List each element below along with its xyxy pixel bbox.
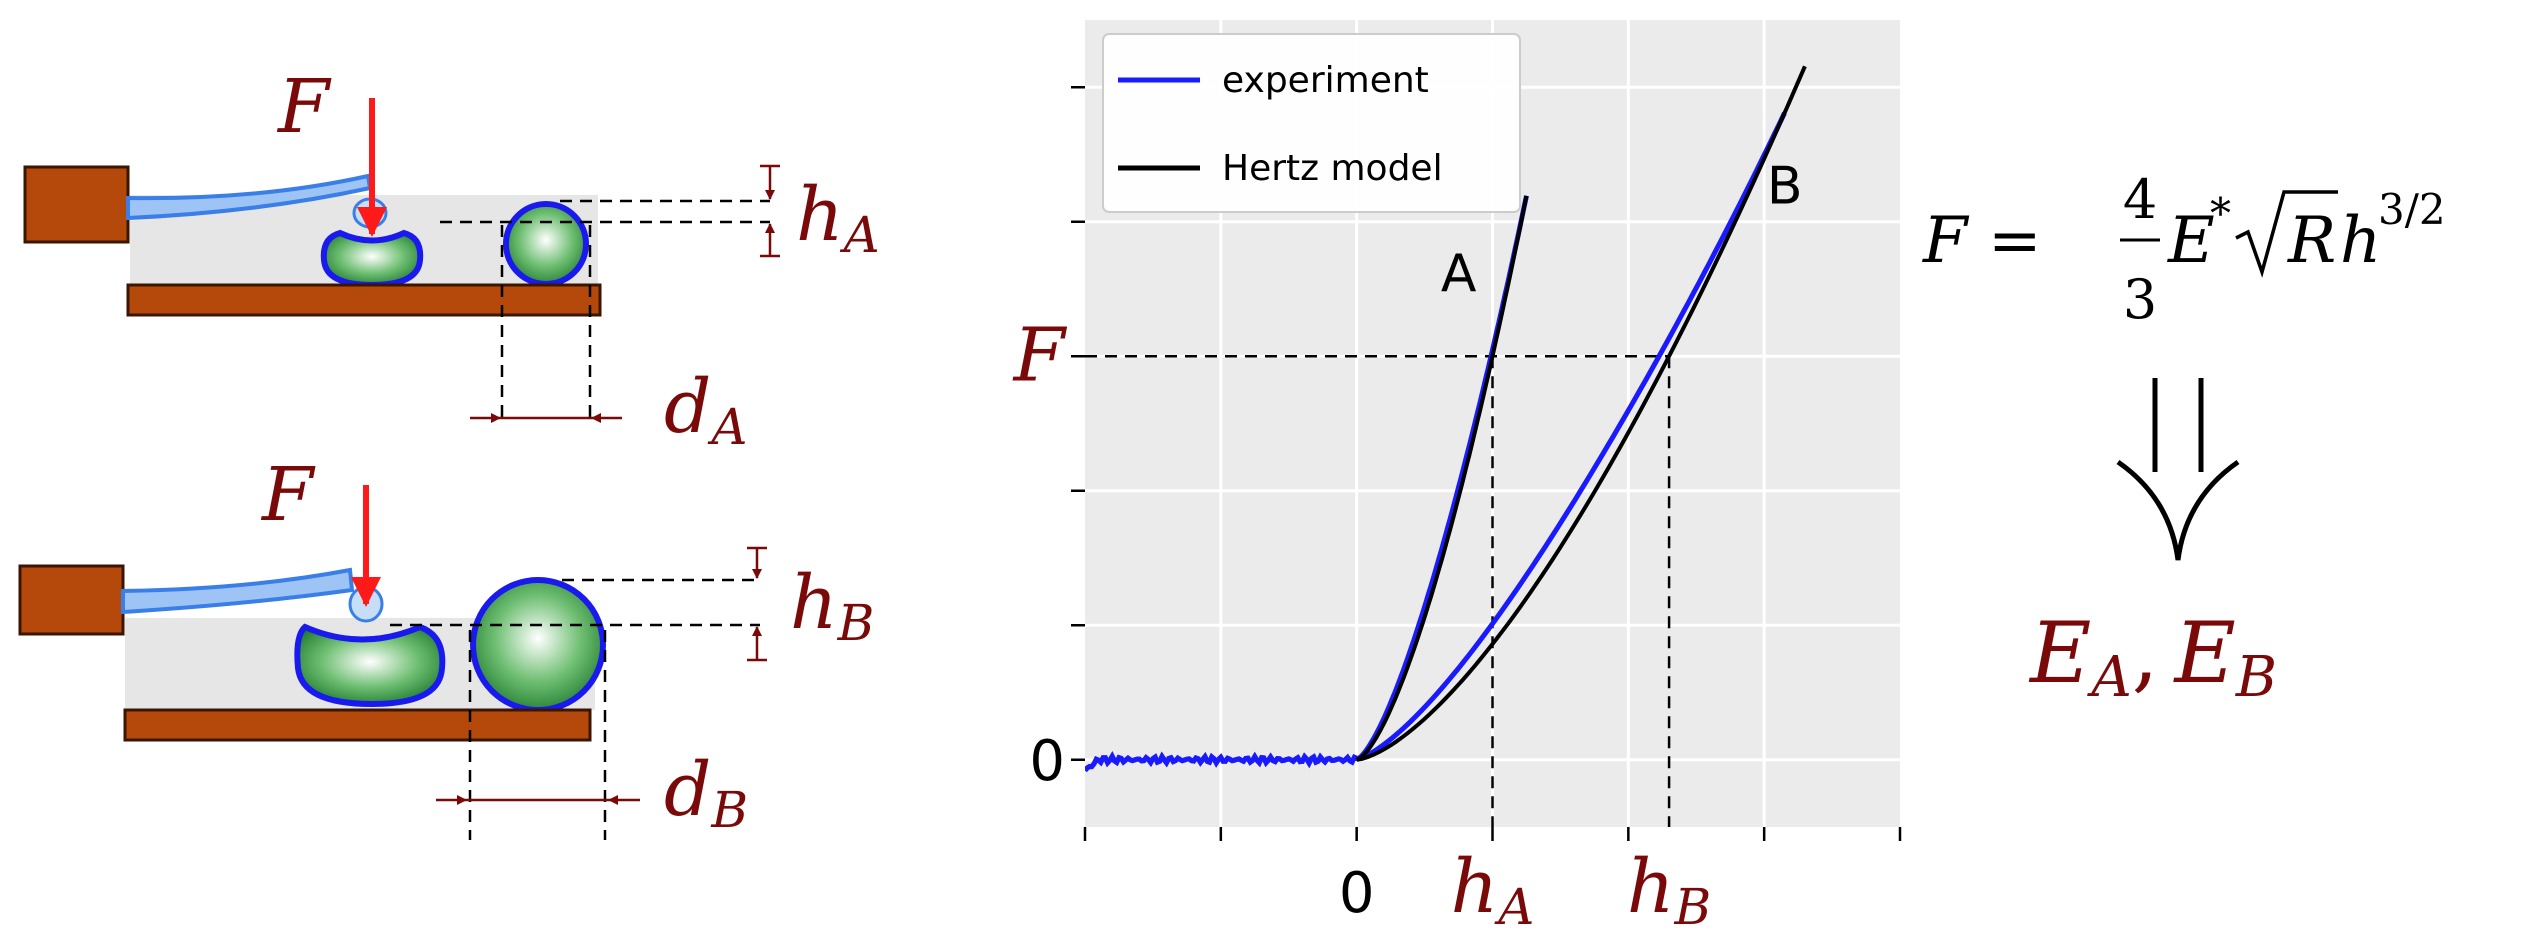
legend: experiment Hertz model xyxy=(1102,33,1521,213)
force-label: F xyxy=(276,64,332,150)
width-label: dB xyxy=(664,747,748,839)
height-label: hA xyxy=(796,172,880,264)
fraction-numerator: 4 xyxy=(2123,168,2157,231)
width-label: dA xyxy=(664,364,747,456)
guide-lines xyxy=(1085,355,1671,827)
legend-label-hertz: Hertz model xyxy=(1222,148,1443,189)
compressed-cell xyxy=(294,623,446,708)
hertz-equation: F = 4 3 E * R h 3/2 xyxy=(1922,168,2446,331)
data-curves xyxy=(1085,65,1807,773)
panel-a-diagram: F hA dA xyxy=(23,64,880,456)
curve-label-a: A xyxy=(1441,244,1477,304)
equation-equals: = xyxy=(1988,204,2042,278)
axis-ticks xyxy=(1071,86,1902,841)
experiment-curve-b xyxy=(1085,111,1787,773)
modulus-symbol: E xyxy=(2167,204,2215,278)
equation-lhs: F xyxy=(1922,204,1970,278)
free-cell xyxy=(470,577,606,713)
substrate xyxy=(126,283,602,317)
curve-labels: AB xyxy=(1441,156,1803,303)
height-label: hB xyxy=(790,560,874,652)
sqrt-sign xyxy=(2235,190,2338,278)
modulus-star: * xyxy=(2210,189,2231,238)
hertz-curve-a xyxy=(1355,195,1529,762)
y-tick-label: 0 xyxy=(1029,729,1065,794)
height-guides xyxy=(440,199,770,418)
afm-holder-block xyxy=(23,165,130,244)
x-tick-label: hA xyxy=(1451,844,1535,936)
radius-symbol: R xyxy=(2287,204,2336,278)
x-tick-label: hB xyxy=(1627,844,1711,936)
indentation-symbol: h xyxy=(2340,204,2381,278)
exponent: 3/2 xyxy=(2378,185,2446,234)
hertz-curve-b xyxy=(1356,65,1807,762)
afm-holder-block xyxy=(18,564,125,636)
afm-cantilever xyxy=(121,567,355,615)
legend-label-experiment: experiment xyxy=(1222,60,1429,101)
height-marker xyxy=(760,164,780,258)
height-guides xyxy=(390,578,760,840)
tick-labels: 0 hA hB 0 F xyxy=(1012,312,1712,936)
result-moduli: EA, EB xyxy=(2028,604,2277,710)
substrate xyxy=(123,708,592,742)
curve-label-b: B xyxy=(1767,156,1803,216)
height-marker xyxy=(747,546,767,662)
force-label: F xyxy=(260,452,316,538)
legend-box xyxy=(1102,33,1521,213)
y-tick-label: F xyxy=(1012,312,1068,398)
panel-b-diagram: F hB dB xyxy=(18,452,874,840)
compressed-cell xyxy=(320,229,424,289)
free-cell xyxy=(503,201,589,287)
implies-arrow-icon xyxy=(2116,378,2240,561)
fraction-denominator: 3 xyxy=(2123,268,2157,331)
x-tick-label: 0 xyxy=(1339,861,1375,926)
